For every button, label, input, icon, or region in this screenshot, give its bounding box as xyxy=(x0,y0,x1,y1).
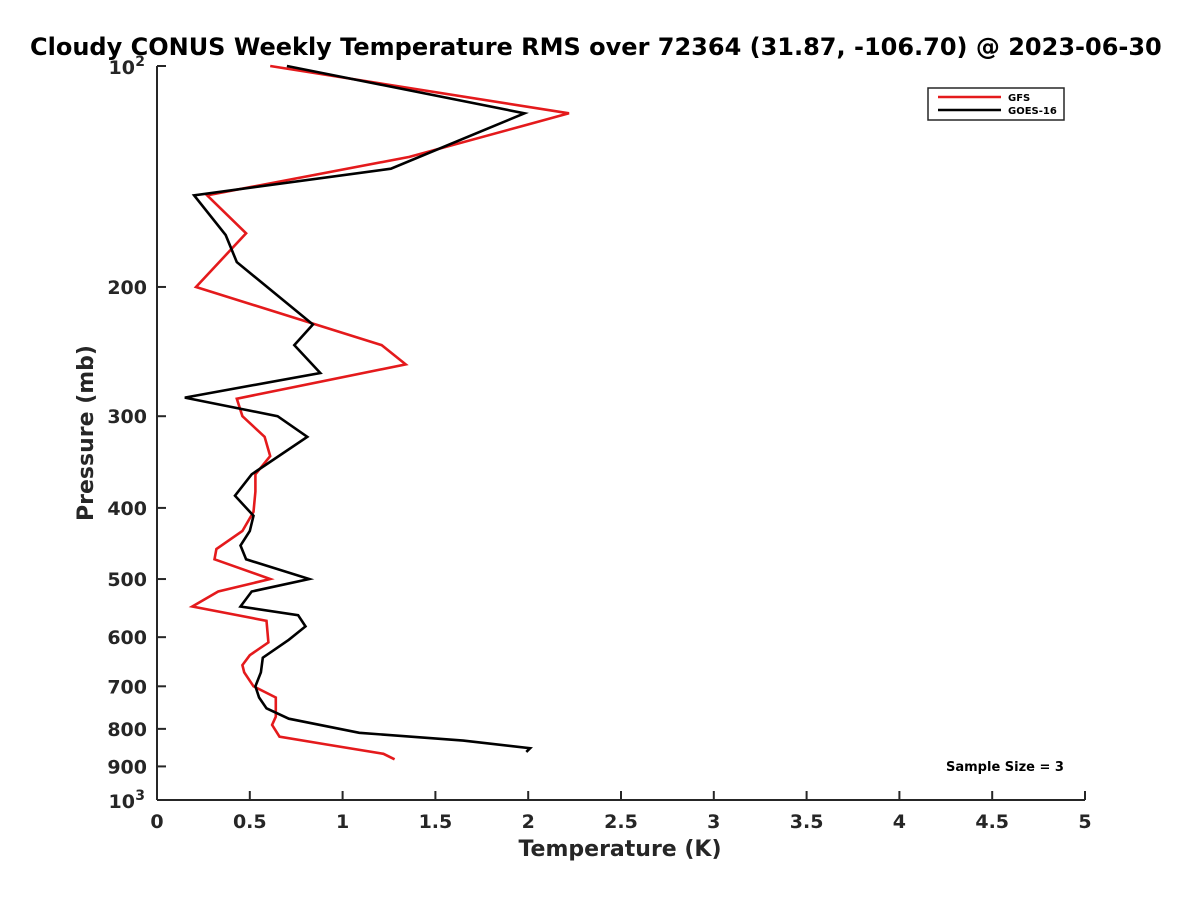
legend: GFS GOES-16 xyxy=(927,87,1065,121)
y-tick-label: 400 xyxy=(107,498,147,520)
x-tick-label: 5 xyxy=(1078,811,1091,833)
y-tick-base: 10 xyxy=(109,791,135,813)
x-tick-label: 4.5 xyxy=(975,811,1009,833)
series-line-goes-16 xyxy=(184,64,533,753)
y-axis-label: Pressure (mb) xyxy=(74,345,99,521)
y-tick-label: 300 xyxy=(107,406,147,428)
legend-label: GFS xyxy=(1008,93,1030,104)
x-axis-label: Temperature (K) xyxy=(518,837,721,862)
y-tick-label: 10 xyxy=(109,57,135,79)
y-tick-label: 900 xyxy=(107,756,147,778)
series-line-gfs xyxy=(188,64,570,761)
y-tick-exponent: 3 xyxy=(135,788,145,804)
y-tick-label: 200 xyxy=(107,277,147,299)
x-tick-label: 2 xyxy=(522,811,535,833)
y-tick-label: 600 xyxy=(107,627,147,649)
x-tick-label: 3 xyxy=(707,811,720,833)
x-tick-label: 0 xyxy=(150,811,163,833)
y-tick-label: 800 xyxy=(107,719,147,741)
series-lines xyxy=(184,64,570,761)
x-tick-label: 1.5 xyxy=(419,811,453,833)
x-tick-label: 2.5 xyxy=(604,811,638,833)
x-axis-ticks: 0 0.5 1 1.5 2 2.5 3 3.5 4 4.5 5 xyxy=(150,791,1092,833)
sample-size-note: Sample Size = 3 xyxy=(946,760,1064,775)
x-tick-label: 1 xyxy=(336,811,349,833)
legend-label: GOES-16 xyxy=(1008,106,1057,117)
x-tick-label: 4 xyxy=(893,811,906,833)
chart-title: Cloudy CONUS Weekly Temperature RMS over… xyxy=(30,33,1162,61)
axes xyxy=(156,66,1085,801)
y-tick-exponent: 2 xyxy=(135,54,145,70)
x-tick-label: 0.5 xyxy=(233,811,267,833)
y-tick-label: 700 xyxy=(107,676,147,698)
y-tick-label: 10 xyxy=(109,791,135,813)
x-tick-label: 3.5 xyxy=(790,811,824,833)
legend-box xyxy=(927,87,1065,121)
y-tick-base: 10 xyxy=(109,57,135,79)
y-tick-label: 500 xyxy=(107,569,147,591)
